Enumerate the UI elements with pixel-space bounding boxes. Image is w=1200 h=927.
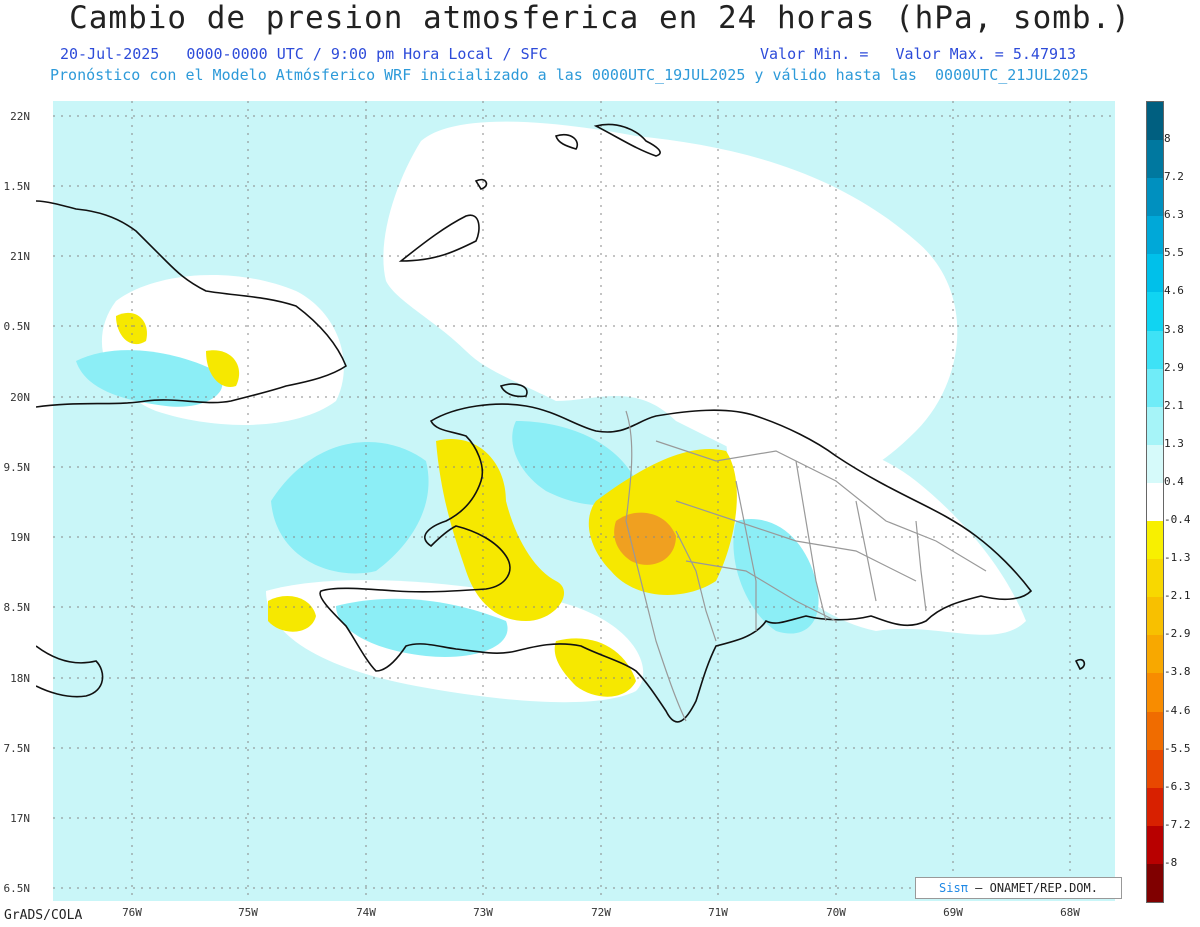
colorbar-label: 7.2 — [1164, 170, 1200, 183]
lon-label: 70W — [816, 906, 856, 919]
lat-label: 19N — [0, 531, 30, 544]
weather-map — [36, 101, 1116, 901]
colorbar-label: -7.2 — [1164, 818, 1200, 831]
colorbar-label: 0.4 — [1164, 475, 1200, 488]
colorbar-swatch — [1147, 483, 1163, 522]
lon-label: 73W — [463, 906, 503, 919]
colorbar-swatch — [1147, 712, 1163, 751]
lon-label: 69W — [933, 906, 973, 919]
colorbar — [1146, 101, 1164, 903]
colorbar-swatch — [1147, 673, 1163, 712]
lat-label: 21N — [0, 250, 30, 263]
colorbar-label: -1.3 — [1164, 551, 1200, 564]
lat-label: 7.5N — [0, 742, 30, 755]
lat-label: 17N — [0, 812, 30, 825]
colorbar-swatch — [1147, 788, 1163, 827]
colorbar-label: 8 — [1164, 132, 1200, 145]
lat-label: 20N — [0, 391, 30, 404]
lon-label: 72W — [581, 906, 621, 919]
colorbar-swatch — [1147, 750, 1163, 789]
colorbar-swatch — [1147, 407, 1163, 446]
lat-label: 0.5N — [0, 320, 30, 333]
colorbar-label: -8 — [1164, 856, 1200, 869]
colorbar-swatch — [1147, 864, 1163, 903]
lon-label: 68W — [1050, 906, 1090, 919]
colorbar-label: 3.8 — [1164, 323, 1200, 336]
agency-credit: Sisπ – ONAMET/REP.DOM. — [915, 877, 1122, 899]
colorbar-swatch — [1147, 635, 1163, 674]
colorbar-swatch — [1147, 559, 1163, 598]
colorbar-label: 4.6 — [1164, 284, 1200, 297]
lat-label: 1.5N — [0, 180, 30, 193]
software-credit: GrADS/COLA — [4, 908, 82, 923]
lon-label: 74W — [346, 906, 386, 919]
colorbar-swatch — [1147, 445, 1163, 484]
lon-label: 75W — [228, 906, 268, 919]
lat-label: 9.5N — [0, 461, 30, 474]
colorbar-swatch — [1147, 178, 1163, 217]
colorbar-swatch — [1147, 292, 1163, 331]
lat-label: 8.5N — [0, 601, 30, 614]
colorbar-swatch — [1147, 254, 1163, 293]
colorbar-swatch — [1147, 102, 1163, 141]
min-max-values: Valor Min. = Valor Max. = 5.47913 — [760, 45, 1076, 63]
colorbar-label: -5.5 — [1164, 742, 1200, 755]
colorbar-label: -4.6 — [1164, 704, 1200, 717]
colorbar-label: 1.3 — [1164, 437, 1200, 450]
colorbar-label: 2.9 — [1164, 361, 1200, 374]
colorbar-swatch — [1147, 597, 1163, 636]
colorbar-label: 6.3 — [1164, 208, 1200, 221]
colorbar-swatch — [1147, 140, 1163, 179]
colorbar-swatch — [1147, 369, 1163, 408]
model-info: Pronóstico con el Modelo Atmósferico WRF… — [50, 66, 1089, 84]
colorbar-swatch — [1147, 521, 1163, 560]
colorbar-swatch — [1147, 216, 1163, 255]
colorbar-label: 5.5 — [1164, 246, 1200, 259]
lat-label: 22N — [0, 110, 30, 123]
brand-logo-text: Sisπ — [939, 881, 968, 895]
colorbar-label: -2.9 — [1164, 627, 1200, 640]
colorbar-label: -3.8 — [1164, 665, 1200, 678]
colorbar-label: 2.1 — [1164, 399, 1200, 412]
colorbar-label: -2.1 — [1164, 589, 1200, 602]
agency-name: – ONAMET/REP.DOM. — [975, 881, 1098, 895]
lon-label: 71W — [698, 906, 738, 919]
chart-title: Cambio de presion atmosferica en 24 hora… — [0, 0, 1200, 36]
colorbar-label: -0.4 — [1164, 513, 1200, 526]
lat-label: 18N — [0, 672, 30, 685]
lon-label: 76W — [112, 906, 152, 919]
colorbar-swatch — [1147, 826, 1163, 865]
valid-time: 20-Jul-2025 0000-0000 UTC / 9:00 pm Hora… — [60, 45, 548, 63]
colorbar-label: -6.3 — [1164, 780, 1200, 793]
colorbar-swatch — [1147, 331, 1163, 370]
lat-label: 6.5N — [0, 882, 30, 895]
